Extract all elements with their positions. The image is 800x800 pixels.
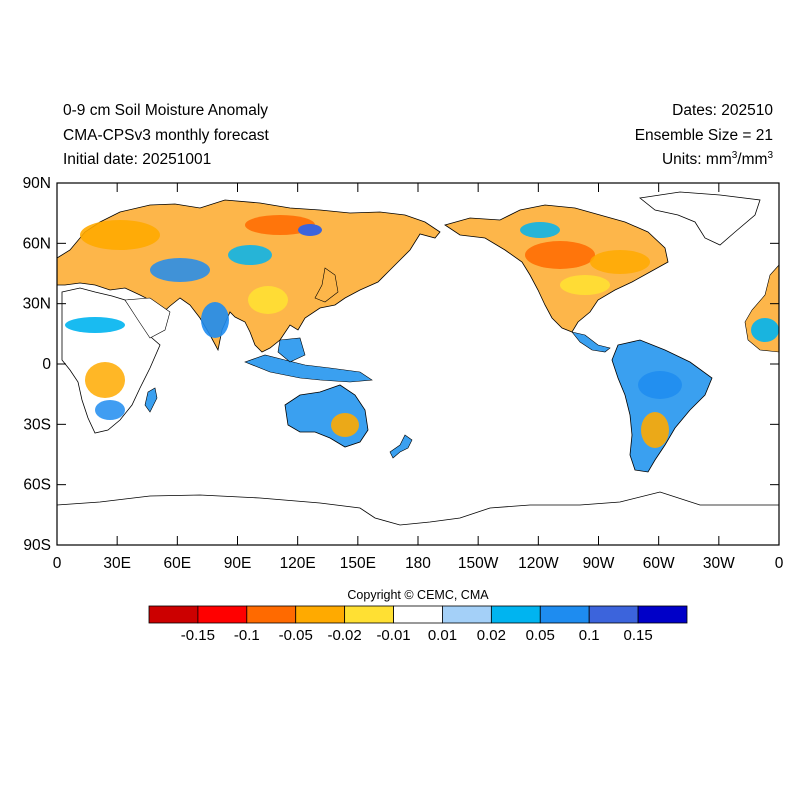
colorbar-label: -0.02 <box>328 627 362 644</box>
lon-tick-label: 0 <box>53 555 62 572</box>
colorbar-swatch <box>197 605 248 624</box>
colorbar-label: 0.15 <box>623 627 652 644</box>
copyright-label: Copyright © CEMC, CMA <box>347 588 489 602</box>
japan-landmass <box>314 267 339 303</box>
lon-tick-label: 60E <box>164 555 192 572</box>
lon-tick-label: 30W <box>703 555 735 572</box>
colorbar-label: -0.1 <box>234 627 260 644</box>
lon-tick-label: 180 <box>405 555 431 572</box>
antarctica-landmass <box>57 491 779 545</box>
colorbar-swatch <box>539 605 590 624</box>
colorbar-label: 0.01 <box>428 627 457 644</box>
madagascar-landmass <box>144 387 158 413</box>
lon-tick-label: 90W <box>583 555 615 572</box>
lat-tick-label: 90S <box>23 537 51 554</box>
dates-label: Dates: 202510 <box>672 102 773 119</box>
colorbar: -0.15 -0.1 -0.05 -0.02 -0.01 0.01 0.02 0.05 0.1 0… <box>148 605 688 644</box>
colorbar-label: -0.05 <box>279 627 313 644</box>
lat-tick-label: 60S <box>23 477 51 494</box>
lat-tick-label: 90N <box>23 175 51 192</box>
lon-tick-label: 60W <box>643 555 675 572</box>
colorbar-swatch <box>490 605 541 624</box>
borneo-landmass <box>277 337 306 363</box>
lon-tick-label: 90E <box>224 555 252 572</box>
lon-tick-label: 30E <box>103 555 131 572</box>
colorbar-swatch <box>148 605 199 624</box>
units-label: Units: mm3/mm3 <box>661 149 773 168</box>
model-label: CMA-CPSv3 monthly forecast <box>63 127 269 144</box>
arabia-landmass <box>124 297 171 339</box>
colorbar-swatch <box>295 605 346 624</box>
ensemble-size-label: Ensemble Size = 21 <box>634 127 773 144</box>
colorbar-label: 0.1 <box>579 627 600 644</box>
indonesia-landmass <box>244 354 373 383</box>
colorbar-label: -0.01 <box>376 627 410 644</box>
colorbar-label: -0.15 <box>181 627 215 644</box>
australia-landmass <box>284 384 369 448</box>
south-america-landmass <box>611 339 713 473</box>
lat-tick-label: 60N <box>23 235 51 252</box>
colorbar-swatch <box>246 605 297 624</box>
colorbar-swatch <box>637 605 688 624</box>
lat-tick-label: 30N <box>23 296 51 313</box>
colorbar-swatch <box>442 605 492 624</box>
colorbar-label: 0.05 <box>526 627 555 644</box>
lon-tick-label: 120W <box>518 555 559 572</box>
new-zealand-landmass <box>389 434 413 459</box>
lon-tick-label: 120E <box>280 555 316 572</box>
colorbar-swatch <box>588 605 639 624</box>
initial-date-label: Initial date: 20251001 <box>63 151 212 168</box>
lon-tick-label: 150E <box>340 555 376 572</box>
map-title: 0-9 cm Soil Moisture Anomaly <box>63 102 269 119</box>
lon-tick-label: 0 <box>775 555 784 572</box>
anomaly-patches <box>65 215 779 448</box>
colorbar-swatch <box>393 605 443 624</box>
land-masses <box>57 191 779 545</box>
lon-tick-label: 150W <box>458 555 499 572</box>
greenland-landmass <box>639 191 761 246</box>
colorbar-swatch <box>344 605 394 624</box>
lat-tick-label: 0 <box>42 356 51 373</box>
colorbar-label: 0.02 <box>477 627 506 644</box>
central-america-landmass <box>571 331 611 353</box>
lat-tick-label: 30S <box>23 416 51 433</box>
